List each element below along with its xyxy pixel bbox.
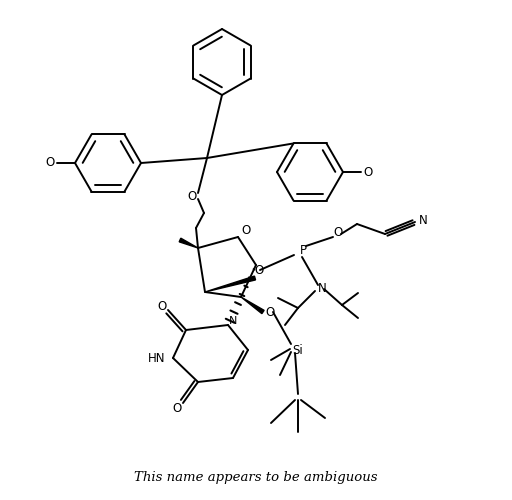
Text: O: O bbox=[187, 190, 197, 202]
Polygon shape bbox=[241, 297, 264, 314]
Text: O: O bbox=[333, 226, 343, 238]
Text: P: P bbox=[300, 244, 307, 256]
Text: O: O bbox=[364, 166, 373, 178]
Text: O: O bbox=[241, 224, 251, 236]
Text: O: O bbox=[265, 306, 274, 318]
Text: This name appears to be ambiguous: This name appears to be ambiguous bbox=[134, 472, 378, 484]
Text: N: N bbox=[419, 214, 428, 228]
Text: HN: HN bbox=[148, 352, 166, 364]
Text: O: O bbox=[157, 300, 166, 312]
Text: N: N bbox=[317, 282, 326, 294]
Text: O: O bbox=[46, 156, 55, 170]
Polygon shape bbox=[179, 238, 198, 248]
Text: Si: Si bbox=[293, 344, 304, 356]
Text: O: O bbox=[173, 402, 182, 414]
Text: N: N bbox=[229, 316, 237, 326]
Polygon shape bbox=[205, 276, 255, 292]
Text: O: O bbox=[254, 264, 264, 278]
